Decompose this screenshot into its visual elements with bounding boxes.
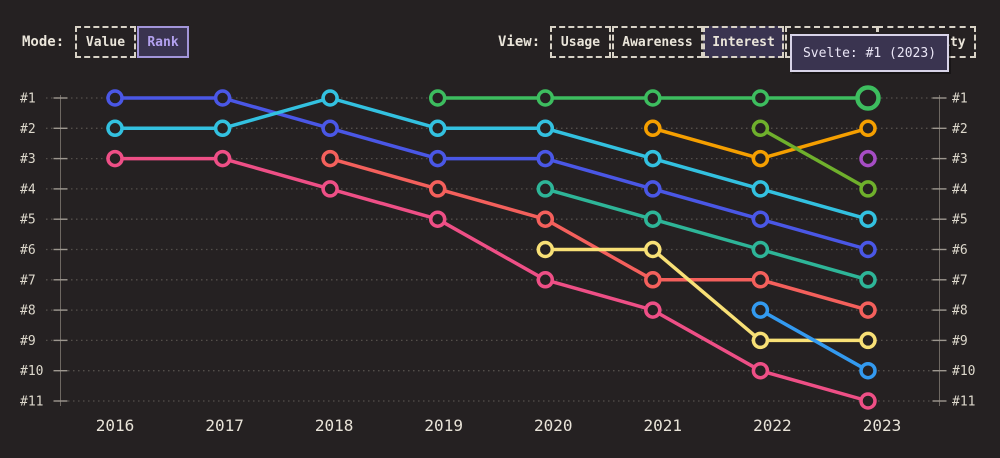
data-point-pink-2016[interactable]	[106, 149, 124, 168]
data-point-dodger-blue-2022[interactable]	[751, 301, 770, 319]
tooltip-text: Svelte: #1 (2023)	[802, 45, 937, 61]
series-line-lime	[758, 126, 870, 191]
data-point-red-2021[interactable]	[644, 271, 662, 289]
data-point-lime-2023[interactable]	[859, 180, 877, 198]
year-label-2023: 2023	[863, 416, 902, 435]
data-point-yellow-2022[interactable]	[751, 331, 770, 350]
data-point-red-2020[interactable]	[536, 210, 555, 228]
rank-label-right-2: #2	[952, 122, 968, 137]
rank-label-left-6: #6	[20, 243, 36, 258]
data-point-orange-2023[interactable]	[859, 119, 877, 138]
data-point-red-2019[interactable]	[428, 180, 447, 198]
rank-label-left-7: #7	[20, 273, 36, 288]
rank-label-right-5: #5	[952, 213, 968, 228]
data-point-orange-2022[interactable]	[751, 149, 770, 168]
data-point-cyan-2023[interactable]	[859, 210, 877, 228]
data-point-pink-2023[interactable]	[859, 392, 877, 410]
data-point-Svelte-2019[interactable]	[428, 89, 447, 107]
data-point-pink-2020[interactable]	[536, 271, 555, 289]
rank-label-right-1: #1	[952, 92, 968, 107]
data-point-cyan-2018[interactable]	[321, 89, 339, 107]
data-point-teal-2020[interactable]	[536, 180, 555, 198]
year-label-2018: 2018	[315, 416, 354, 435]
view-label: View:	[498, 34, 541, 50]
rank-label-left-4: #4	[20, 182, 36, 197]
rank-label-right-9: #9	[952, 334, 968, 349]
data-point-indigo-2019[interactable]	[428, 149, 447, 168]
year-label-2019: 2019	[424, 416, 463, 435]
year-label-2017: 2017	[205, 416, 244, 435]
data-point-pink-2021[interactable]	[644, 301, 662, 319]
data-point-pink-2017[interactable]	[213, 149, 232, 168]
data-point-pink-2022[interactable]	[751, 361, 770, 380]
data-point-indigo-2017[interactable]	[213, 89, 232, 107]
data-point-indigo-2022[interactable]	[751, 210, 770, 228]
rank-label-right-7: #7	[952, 273, 968, 288]
data-point-yellow-2023[interactable]	[859, 331, 877, 350]
data-point-Svelte-2021[interactable]	[644, 89, 662, 107]
year-label-2016: 2016	[96, 416, 135, 435]
mode-label: Mode:	[22, 34, 65, 50]
rank-label-left-8: #8	[20, 304, 36, 319]
rank-label-right-6: #6	[952, 243, 968, 258]
rank-label-left-10: #10	[20, 364, 43, 379]
rank-label-left-3: #3	[20, 152, 36, 167]
view-option-awareness[interactable]: Awareness	[612, 26, 703, 58]
series-line-cyan	[113, 96, 870, 221]
rank-label-right-3: #3	[952, 152, 968, 167]
mode-option-value[interactable]: Value	[75, 26, 136, 58]
series-line-red	[328, 156, 870, 312]
series-line-teal	[543, 187, 870, 282]
year-label-2020: 2020	[534, 416, 573, 435]
rank-label-right-10: #10	[952, 364, 975, 379]
data-point-teal-2022[interactable]	[751, 240, 770, 259]
data-point-pink-2018[interactable]	[321, 180, 339, 198]
data-point-lime-2022[interactable]	[751, 119, 770, 138]
series-line-pink	[113, 156, 870, 403]
data-point-indigo-2016[interactable]	[106, 89, 124, 107]
data-point-teal-2021[interactable]	[644, 210, 662, 228]
rank-label-right-4: #4	[952, 182, 968, 197]
data-point-cyan-2016[interactable]	[106, 119, 124, 138]
rank-tooltip: Svelte: #1 (2023)	[790, 34, 949, 72]
series-line-dodger-blue	[758, 308, 870, 373]
data-point-indigo-2020[interactable]	[536, 149, 555, 168]
data-point-indigo-2021[interactable]	[644, 180, 662, 198]
data-point-indigo-2023[interactable]	[859, 240, 877, 259]
data-point-pink-2019[interactable]	[428, 210, 447, 228]
year-label-2022: 2022	[753, 416, 792, 435]
data-point-red-2022[interactable]	[751, 271, 770, 289]
series-line-indigo	[113, 96, 870, 252]
data-point-red-2018[interactable]	[321, 149, 339, 168]
data-point-purple-2023[interactable]	[859, 149, 877, 168]
data-point-cyan-2017[interactable]	[213, 119, 232, 138]
data-point-yellow-2020[interactable]	[536, 240, 555, 259]
rank-label-left-2: #2	[20, 122, 36, 137]
mode-option-rank[interactable]: Rank	[137, 26, 189, 58]
data-point-yellow-2021[interactable]	[644, 240, 662, 259]
data-point-teal-2023[interactable]	[859, 271, 877, 289]
data-point-orange-2021[interactable]	[644, 119, 662, 138]
data-point-dodger-blue-2023[interactable]	[859, 361, 877, 380]
data-point-Svelte-2020[interactable]	[536, 89, 555, 107]
rank-label-left-9: #9	[20, 334, 36, 349]
data-point-Svelte-2023[interactable]	[855, 85, 881, 111]
rank-label-left-5: #5	[20, 213, 36, 228]
rank-label-right-11: #11	[952, 395, 975, 410]
data-point-cyan-2019[interactable]	[428, 119, 447, 138]
view-option-interest[interactable]: Interest	[703, 26, 784, 58]
data-point-cyan-2022[interactable]	[751, 180, 770, 198]
data-point-Svelte-2022[interactable]	[751, 89, 770, 107]
data-point-red-2023[interactable]	[859, 301, 877, 319]
rank-label-left-1: #1	[20, 92, 36, 107]
data-point-cyan-2020[interactable]	[536, 119, 555, 138]
view-option-usage[interactable]: Usage	[550, 26, 611, 58]
rank-label-right-8: #8	[952, 304, 968, 319]
year-label-2021: 2021	[644, 416, 683, 435]
data-point-indigo-2018[interactable]	[321, 119, 339, 138]
rank-label-left-11: #11	[20, 395, 43, 410]
data-point-cyan-2021[interactable]	[644, 149, 662, 168]
